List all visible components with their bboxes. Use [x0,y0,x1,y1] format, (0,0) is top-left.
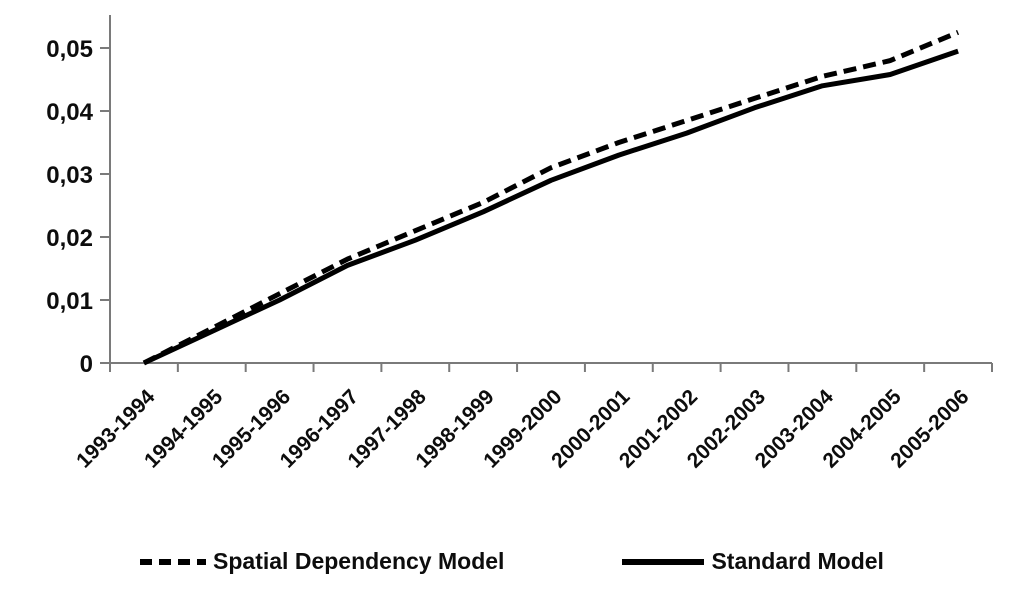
legend-label: Spatial Dependency Model [213,548,505,574]
chart-plot-area: 00,010,020,030,040,051993-19941994-19951… [46,15,993,473]
y-tick-label: 0 [80,351,93,378]
y-tick-label: 0,04 [46,99,93,126]
y-tick-label: 0,01 [46,288,93,315]
y-tick-label: 0,02 [46,225,93,252]
y-tick-label: 0,05 [46,36,93,63]
legend-item-spatial-dependency-model: Spatial Dependency Model [140,548,504,575]
chart-legend: Spatial Dependency Model Standard Model [0,548,1024,575]
series-line-spatial-dependency-model [142,29,960,366]
legend-item-standard-model: Standard Model [622,548,884,575]
legend-label: Standard Model [711,548,884,574]
legend-solid-line-icon [622,558,705,565]
series-line-standard-model [142,48,959,366]
y-tick-label: 0,03 [46,162,93,189]
legend-dashed-line-icon [140,558,207,565]
